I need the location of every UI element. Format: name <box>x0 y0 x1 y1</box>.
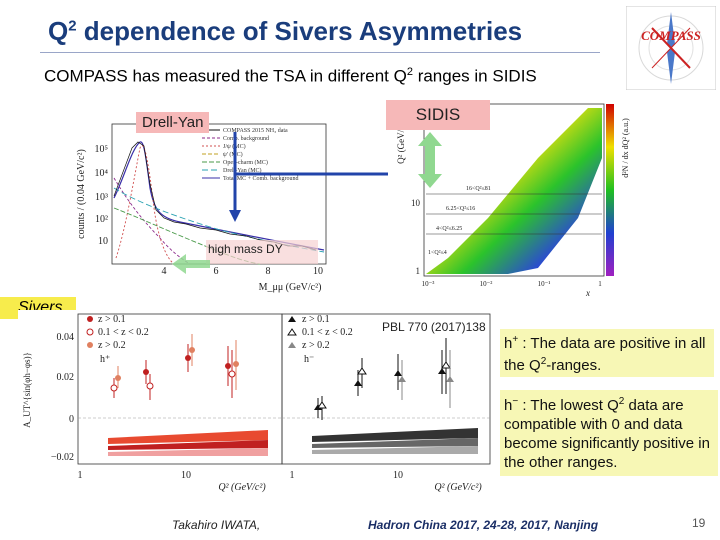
sivers-ytick: −0.02 <box>51 452 74 463</box>
drell-yan-label: Drell-Yan <box>136 112 210 133</box>
dy-ytick: 10³ <box>95 192 108 203</box>
sivers-ylabel: A_UT^{sin(φh−φs)} <box>22 352 32 428</box>
page-title: Q2 dependence of Sivers Asymmetries <box>48 16 523 46</box>
dy-xtick: 10 <box>313 266 323 277</box>
sidis-range-label: 16<Q²≤81 <box>466 186 491 192</box>
svg-text:z > 0.1: z > 0.1 <box>302 314 330 325</box>
sidis-xtick: 10⁻¹ <box>538 280 551 288</box>
svg-text:Comb. background: Comb. background <box>223 136 269 142</box>
dy-ytick: 10² <box>95 214 108 225</box>
hminus-note: h− : The lowest Q2 data are compatible w… <box>500 390 718 476</box>
sidis-xlabel: x <box>585 288 590 298</box>
dy-ytick: 10 <box>98 236 108 247</box>
sivers-xlabel: Q² (GeV/c²) <box>218 482 266 493</box>
compass-logo: COMPASS <box>625 5 717 91</box>
svg-text:0.1 < z < 0.2: 0.1 < z < 0.2 <box>98 327 149 338</box>
sivers-xtick: 10 <box>393 470 403 481</box>
subtitle: COMPASS has measured the TSA in differen… <box>44 66 537 86</box>
sidis-ytick: 1 <box>416 266 421 276</box>
svg-text:Open-charm (MC): Open-charm (MC) <box>223 159 268 166</box>
hadron-hminus-label: h⁻ <box>304 354 314 365</box>
svg-text:ψ' (MC): ψ' (MC) <box>223 151 243 158</box>
svg-text:0.1 < z < 0.2: 0.1 < z < 0.2 <box>302 327 353 338</box>
svg-text:COMPASS: COMPASS <box>641 28 701 43</box>
sivers-legend-left: z > 0.1 0.1 < z < 0.2 z > 0.2 h⁺ <box>86 314 149 365</box>
sivers-xtick: 10 <box>181 470 191 481</box>
q2-range-double-arrow <box>418 132 442 188</box>
sidis-label: SIDIS <box>386 100 490 130</box>
dy-xtick: 4 <box>162 266 167 277</box>
svg-text:z > 0.2: z > 0.2 <box>98 340 126 351</box>
sidis-range-label: 4<Q²≤6.25 <box>436 226 462 232</box>
dy-total-curve <box>113 141 325 251</box>
sivers-xtick: 1 <box>290 470 295 481</box>
sivers-legend-right: z > 0.1 0.1 < z < 0.2 z > 0.2 h⁻ <box>287 314 353 365</box>
sidis-xtick: 10⁻² <box>480 280 493 288</box>
sivers-hplus-syst-bands <box>108 430 268 456</box>
sidis-ylabel: Q² (GeV/c²) <box>396 120 406 164</box>
sidis-ytick: 10 <box>411 198 421 208</box>
svg-text:Total MC + Comb. background: Total MC + Comb. background <box>223 176 298 182</box>
sivers-ytick: 0 <box>69 414 74 425</box>
title-divider <box>40 52 600 53</box>
sidis-range-label: 6.25<Q²≤16 <box>446 206 475 212</box>
dy-xtick: 8 <box>266 266 271 277</box>
svg-text:COMPASS 2015 NH₃ data: COMPASS 2015 NH₃ data <box>223 128 288 134</box>
hadron-hplus-label: h⁺ <box>100 354 110 365</box>
sivers-xlabel: Q² (GeV/c²) <box>434 482 482 493</box>
sivers-hplus-points <box>110 334 239 400</box>
svg-text:z > 0.1: z > 0.1 <box>98 314 126 325</box>
high-mass-dy-label: high mass DY <box>208 242 283 256</box>
dy-arrow <box>228 132 242 222</box>
dy-xtick: 6 <box>214 266 219 277</box>
footer-conference: Hadron China 2017, 24-28, 2017, Nanjing <box>368 518 599 532</box>
dy-ytick: 10⁵ <box>95 144 109 155</box>
sivers-ytick: 0.02 <box>57 372 75 383</box>
sivers-hminus-points <box>314 338 454 420</box>
dy-open-charm-curve <box>113 207 261 265</box>
dy-ytick: 10⁴ <box>95 168 109 179</box>
dy-comb-bg-curve <box>113 177 191 265</box>
reference-label: PBL 770 (2017)138 <box>382 320 486 334</box>
sivers-asymmetry-plot: A_UT^{sin(φh−φs)} 0.04 0.02 0 −0.02 1 10… <box>18 310 494 494</box>
sidis-q2-x-plot: Q² (GeV/c²) d²N / dx dQ² (a.u.) 10 1 10⁻… <box>388 98 640 298</box>
dy-ylabel: counts / (0.04 GeV/c²) <box>76 149 87 239</box>
footer-author: Takahiro IWATA, <box>172 518 261 532</box>
dy-xlabel: M_μμ (GeV/c²) <box>259 282 322 293</box>
sidis-zlabel: d²N / dx dQ² (a.u.) <box>621 118 630 178</box>
svg-text:z > 0.2: z > 0.2 <box>302 340 330 351</box>
sidis-xtick: 10⁻³ <box>422 280 435 288</box>
sidis-xtick: 1 <box>598 280 602 288</box>
page-number: 19 <box>692 516 706 530</box>
high-mass-dy-region <box>170 236 320 276</box>
sivers-ytick: 0.04 <box>57 332 75 343</box>
svg-text:Drell-Yan (MC): Drell-Yan (MC) <box>223 167 262 174</box>
hplus-note: h+ : The data are positive in all the Q2… <box>500 329 714 377</box>
sivers-hminus-syst-bands <box>312 428 478 454</box>
sivers-xtick: 1 <box>78 470 83 481</box>
sidis-range-label: 1<Q²≤4 <box>428 250 447 256</box>
sidis-kinematic-band <box>426 108 602 274</box>
